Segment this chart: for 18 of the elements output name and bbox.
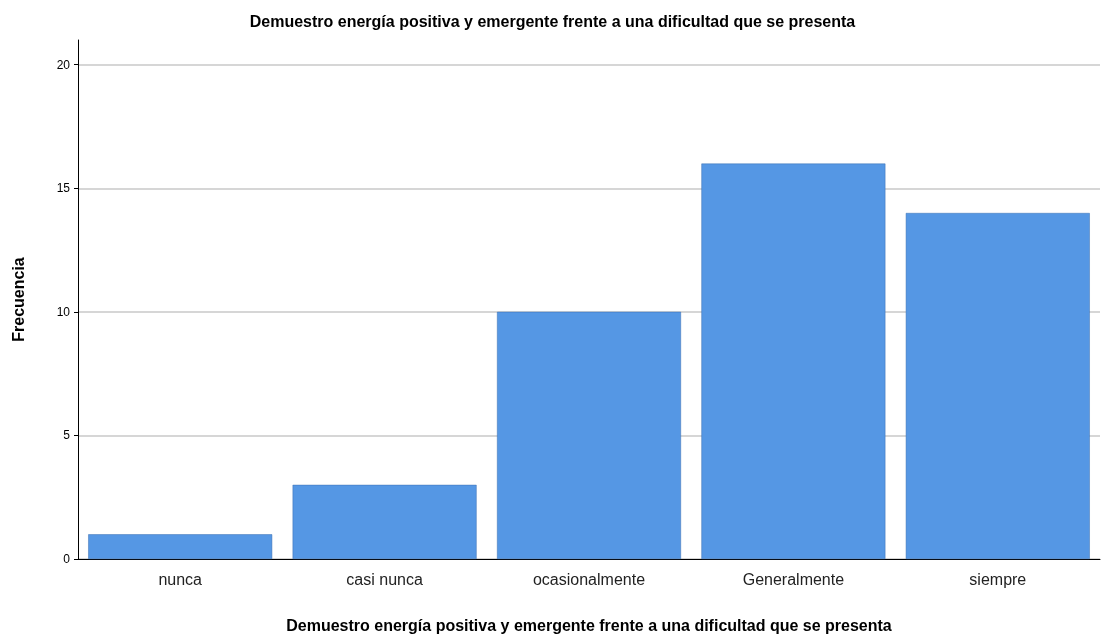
y-axis-title: Frecuencia xyxy=(9,257,27,342)
x-tick-label: ocasionalmente xyxy=(532,570,646,588)
bar xyxy=(497,311,681,559)
x-tick-label: casi nunca xyxy=(346,570,423,588)
bar xyxy=(88,534,273,559)
x-tick-label: nunca xyxy=(158,570,203,588)
y-tick-label: 5 xyxy=(63,428,71,443)
chart-title: Demuestro energía positiva y emergente frente a una dificultad que se presenta xyxy=(249,12,856,30)
x-axis-title: Demuestro energía positiva y emergente frente a una dificultad que se presenta xyxy=(286,616,892,634)
bar xyxy=(701,163,886,559)
y-tick-label: 20 xyxy=(56,57,71,72)
x-tick-label: Generalmente xyxy=(742,570,845,588)
x-tick-label: siempre xyxy=(969,570,1027,588)
y-tick-label: 0 xyxy=(63,552,71,566)
bar xyxy=(292,484,477,559)
y-tick-label: 10 xyxy=(56,304,71,319)
y-tick-label: 15 xyxy=(56,181,71,196)
bar xyxy=(905,213,1090,559)
